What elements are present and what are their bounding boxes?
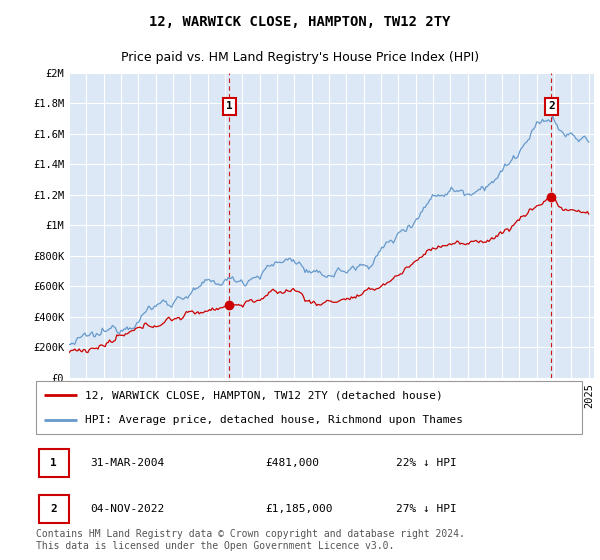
Text: HPI: Average price, detached house, Richmond upon Thames: HPI: Average price, detached house, Rich… [85, 414, 463, 424]
FancyBboxPatch shape [39, 449, 69, 477]
FancyBboxPatch shape [36, 381, 582, 434]
Text: 12, WARWICK CLOSE, HAMPTON, TW12 2TY: 12, WARWICK CLOSE, HAMPTON, TW12 2TY [149, 15, 451, 29]
Text: 1: 1 [50, 458, 57, 468]
Text: 12, WARWICK CLOSE, HAMPTON, TW12 2TY (detached house): 12, WARWICK CLOSE, HAMPTON, TW12 2TY (de… [85, 390, 443, 400]
Text: £481,000: £481,000 [265, 458, 319, 468]
Text: Contains HM Land Registry data © Crown copyright and database right 2024.
This d: Contains HM Land Registry data © Crown c… [36, 529, 465, 551]
Text: 1: 1 [226, 101, 233, 111]
Text: 2: 2 [548, 101, 555, 111]
Text: 04-NOV-2022: 04-NOV-2022 [91, 504, 165, 514]
Text: 31-MAR-2004: 31-MAR-2004 [91, 458, 165, 468]
Text: Price paid vs. HM Land Registry's House Price Index (HPI): Price paid vs. HM Land Registry's House … [121, 51, 479, 64]
Text: 2: 2 [50, 504, 57, 514]
Text: 27% ↓ HPI: 27% ↓ HPI [397, 504, 457, 514]
Text: £1,185,000: £1,185,000 [265, 504, 333, 514]
Text: 22% ↓ HPI: 22% ↓ HPI [397, 458, 457, 468]
FancyBboxPatch shape [39, 495, 69, 522]
